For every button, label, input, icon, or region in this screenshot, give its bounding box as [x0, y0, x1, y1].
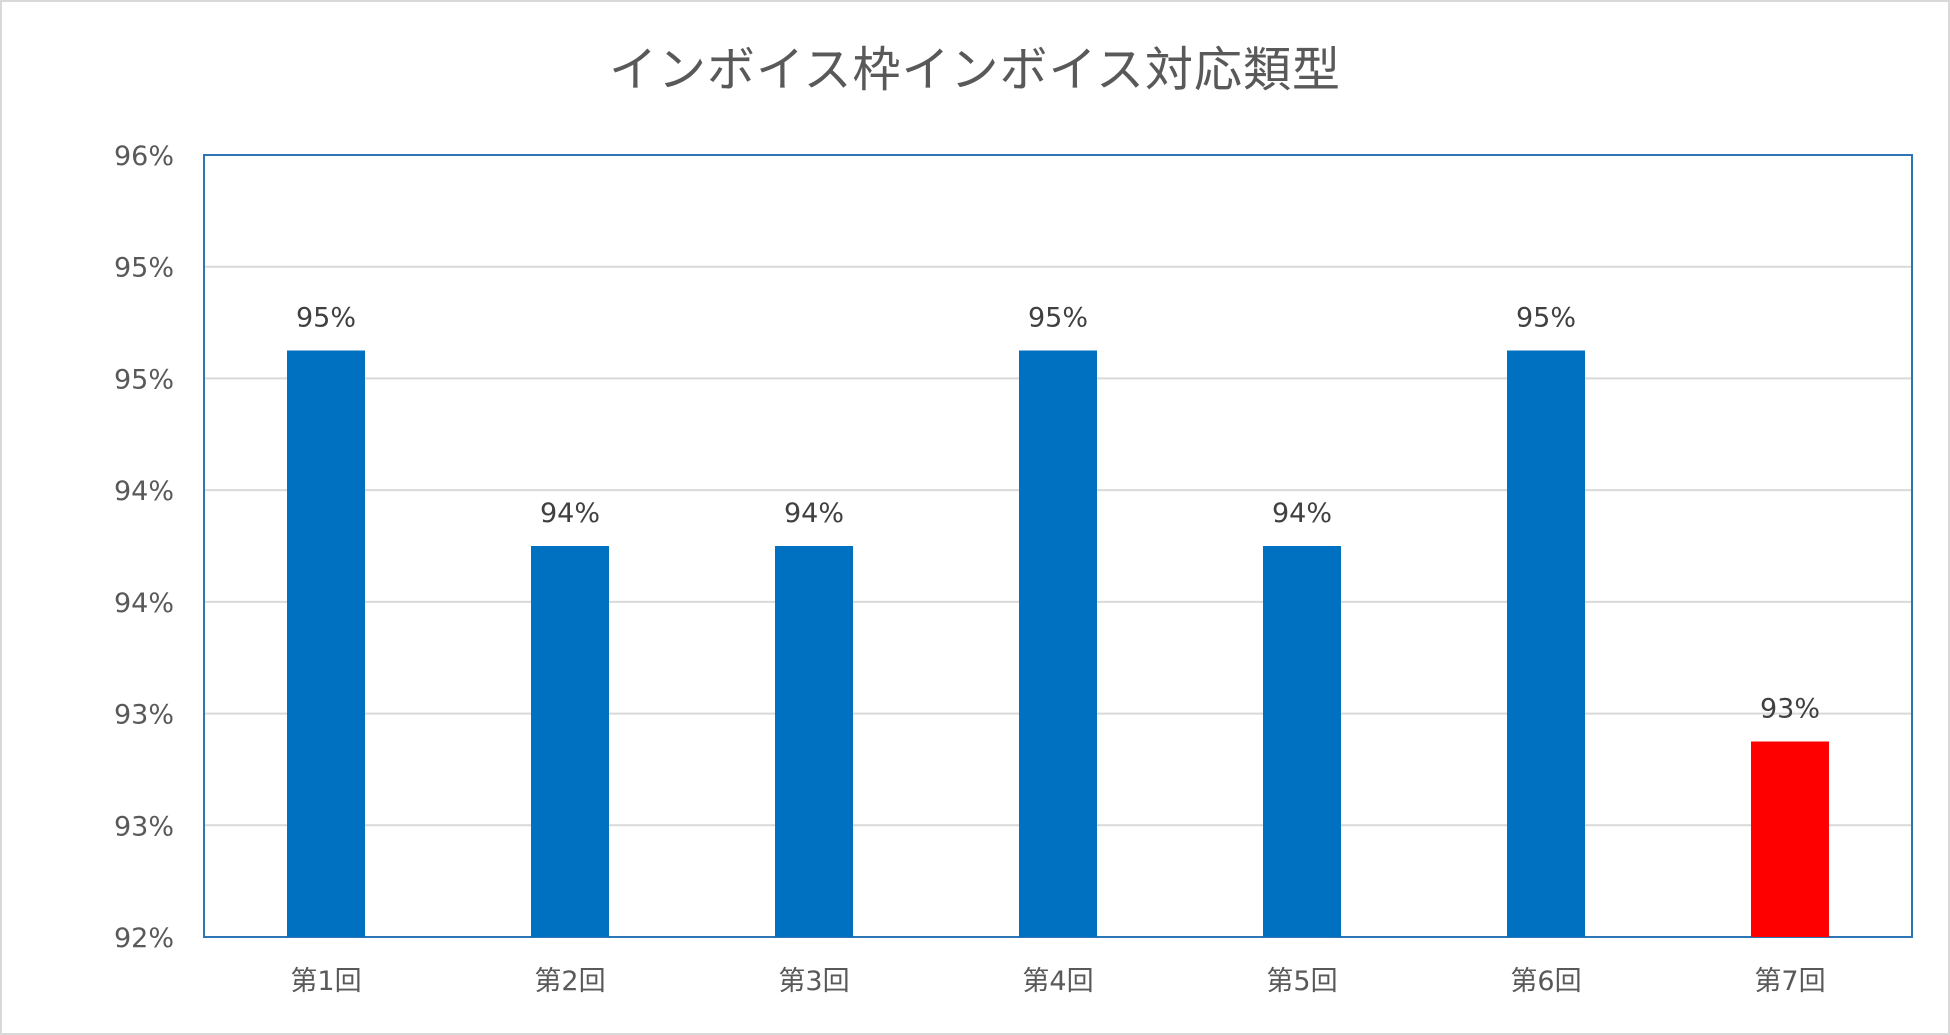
bar [1751, 741, 1829, 937]
y-tick-label: 95% [114, 253, 174, 284]
y-tick-label: 96% [114, 141, 174, 172]
x-tick-label: 第2回 [534, 966, 605, 997]
data-label: 93% [1760, 694, 1820, 725]
x-tick-label: 第7回 [1754, 966, 1825, 997]
y-tick-label: 94% [114, 476, 174, 507]
y-tick-label: 93% [114, 700, 174, 731]
bar [531, 546, 609, 937]
bar [287, 350, 365, 937]
x-tick-label: 第5回 [1266, 966, 1337, 997]
bar [1507, 350, 1585, 937]
data-label: 95% [296, 303, 356, 334]
data-label: 94% [1272, 498, 1332, 529]
bar [1019, 350, 1097, 937]
y-tick-label: 93% [114, 811, 174, 842]
x-tick-label: 第4回 [1022, 966, 1093, 997]
y-tick-label: 92% [114, 923, 174, 954]
data-label: 94% [540, 498, 600, 529]
x-tick-label: 第3回 [778, 966, 849, 997]
data-label: 94% [784, 498, 844, 529]
data-label: 95% [1516, 303, 1576, 334]
x-tick-label: 第1回 [290, 966, 361, 997]
data-label: 95% [1028, 303, 1088, 334]
y-tick-label: 95% [114, 364, 174, 395]
chart-title: インボイス枠インボイス対応類型 [608, 42, 1342, 98]
bar [775, 546, 853, 937]
y-tick-label: 94% [114, 588, 174, 619]
x-tick-label: 第6回 [1510, 966, 1581, 997]
bar [1263, 546, 1341, 937]
